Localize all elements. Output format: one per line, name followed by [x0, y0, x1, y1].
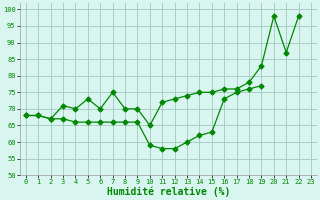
X-axis label: Humidité relative (%): Humidité relative (%) — [107, 187, 230, 197]
